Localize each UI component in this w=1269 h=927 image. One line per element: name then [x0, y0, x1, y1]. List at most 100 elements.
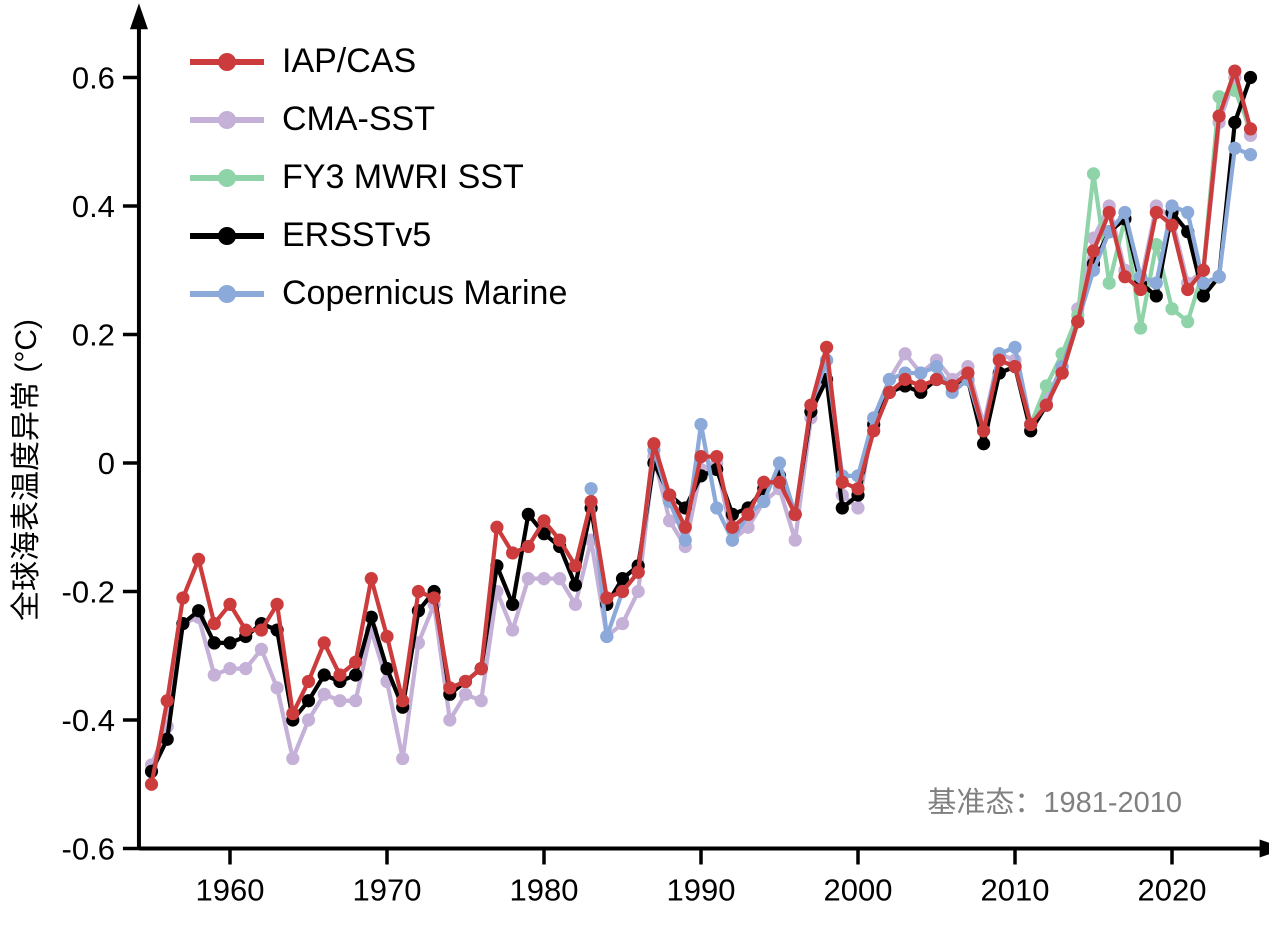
data-point	[521, 539, 535, 554]
data-point	[474, 662, 488, 676]
data-point	[631, 565, 645, 579]
data-point	[1165, 199, 1179, 213]
data-point	[615, 584, 630, 599]
data-point	[663, 514, 677, 528]
data-point	[223, 597, 237, 611]
data-point	[1212, 90, 1226, 104]
legend-item-iap-cas[interactable]: IAP/CAS	[190, 42, 416, 80]
legend-item-copernicus-marine[interactable]: Copernicus Marine	[190, 274, 567, 312]
data-point	[663, 488, 677, 502]
data-point	[568, 597, 583, 611]
baseline-annotation: 基准态：1981-2010	[927, 786, 1182, 819]
data-point	[396, 751, 410, 766]
data-point	[694, 417, 708, 432]
data-point	[1181, 205, 1195, 220]
data-point	[584, 494, 598, 509]
data-point	[961, 366, 975, 380]
data-point	[1212, 109, 1226, 123]
data-point	[678, 520, 692, 534]
legend-item-label: Copernicus Marine	[282, 274, 567, 312]
data-point	[364, 610, 378, 624]
data-point	[553, 572, 567, 586]
data-point	[725, 533, 740, 547]
legend-item-fy3-mwri-sst[interactable]: FY3 MWRI SST	[190, 158, 524, 196]
y-tick-label: 0.6	[72, 61, 115, 96]
data-point	[710, 449, 724, 464]
data-point	[380, 629, 394, 644]
data-point	[1165, 302, 1179, 316]
data-point	[1149, 237, 1163, 252]
data-point	[757, 494, 771, 509]
data-point	[1243, 148, 1258, 162]
data-point	[207, 636, 221, 650]
data-point	[160, 694, 174, 708]
data-point	[1134, 282, 1148, 297]
data-point	[631, 584, 645, 599]
legend-item-label: IAP/CAS	[282, 42, 416, 80]
data-point	[443, 681, 457, 695]
chart-legend: IAP/CAS CMA-SST FY3 MWRI SST ERSSTv5 Coperni…	[190, 42, 567, 312]
x-tick-label: 2000	[824, 873, 893, 908]
data-point	[301, 694, 316, 708]
data-point	[1196, 276, 1210, 290]
data-point	[1196, 289, 1210, 303]
y-tick-label: 0.2	[72, 318, 115, 353]
data-point	[1118, 270, 1132, 284]
series-fy3-mwri-sst	[1024, 83, 1258, 432]
data-point	[144, 777, 159, 791]
data-point	[1008, 360, 1022, 374]
data-point	[898, 347, 912, 361]
data-point	[207, 617, 221, 631]
data-point	[725, 520, 740, 534]
data-point	[458, 687, 473, 701]
legend-item-label: FY3 MWRI SST	[282, 158, 524, 196]
data-point	[882, 372, 897, 387]
legend-item-label: CMA-SST	[282, 100, 435, 138]
data-point	[835, 475, 849, 489]
data-point	[349, 694, 363, 708]
data-point	[301, 674, 316, 689]
data-point	[929, 372, 944, 387]
data-point	[505, 546, 520, 560]
data-point	[898, 372, 912, 387]
legend-item-cma-sst[interactable]: CMA-SST	[190, 100, 435, 138]
data-point	[505, 623, 520, 637]
data-point	[239, 623, 253, 637]
data-point	[741, 520, 755, 534]
data-point	[427, 591, 441, 605]
data-point	[270, 597, 284, 611]
data-point	[835, 501, 849, 515]
data-point	[977, 437, 991, 451]
data-point	[192, 604, 206, 618]
legend-item-ersstv5[interactable]: ERSSTv5	[190, 216, 431, 254]
data-point	[1071, 315, 1085, 329]
data-point	[615, 617, 630, 631]
y-tick-label: -0.4	[62, 703, 115, 738]
data-point	[678, 533, 692, 547]
data-point	[1134, 321, 1148, 335]
data-point	[521, 507, 535, 521]
x-tick-label: 1960	[196, 873, 265, 908]
data-point	[553, 533, 567, 547]
data-point	[1149, 205, 1163, 220]
data-point	[568, 559, 583, 573]
data-point	[977, 424, 991, 438]
data-point	[317, 687, 331, 701]
data-point	[270, 681, 284, 695]
data-point	[1196, 263, 1210, 277]
data-point	[223, 662, 237, 676]
data-point	[568, 578, 583, 592]
data-point	[584, 482, 598, 496]
data-point	[254, 623, 268, 637]
data-point	[1181, 315, 1195, 329]
data-point	[1149, 289, 1163, 303]
data-point	[851, 482, 865, 496]
data-point	[474, 694, 488, 708]
data-point	[1024, 417, 1038, 432]
legend-marker	[218, 53, 236, 71]
data-point	[710, 501, 724, 515]
x-axis-arrowhead	[1259, 839, 1269, 858]
data-point	[945, 379, 959, 393]
